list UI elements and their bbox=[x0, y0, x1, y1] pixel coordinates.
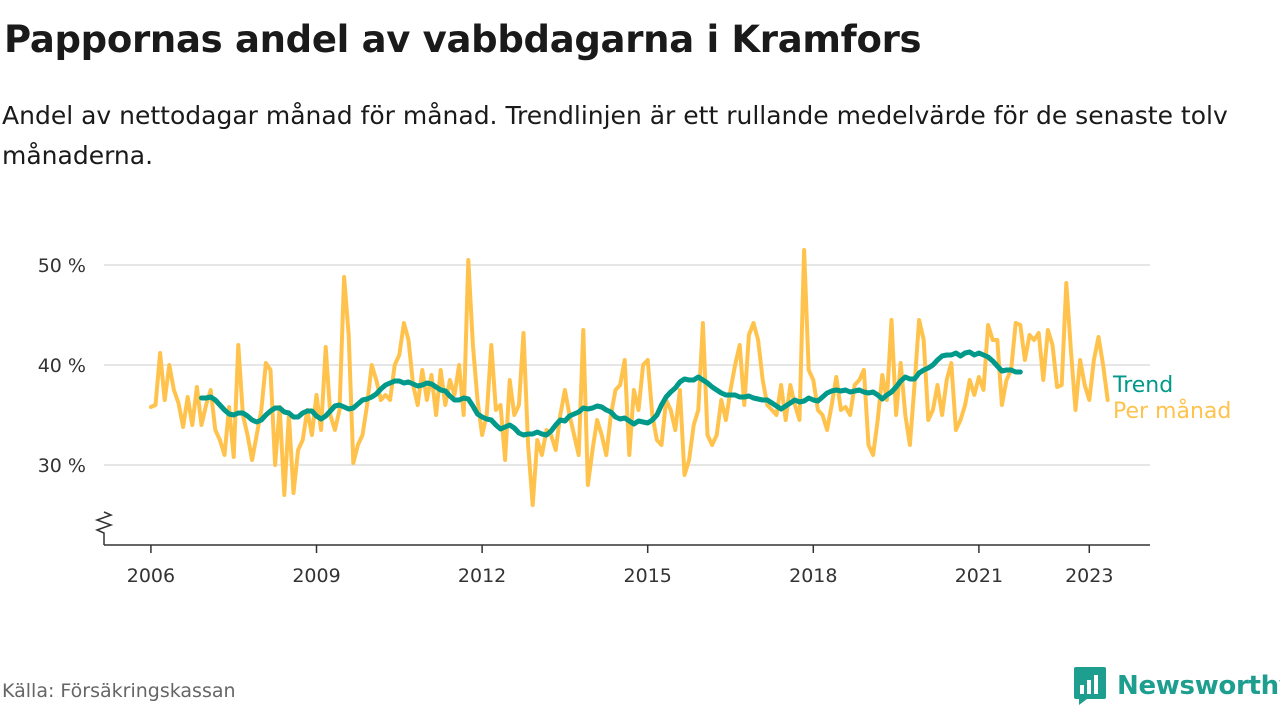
x-tick-label: 2009 bbox=[292, 565, 340, 587]
series-lines bbox=[148, 248, 1110, 507]
x-tick-label: 2012 bbox=[458, 565, 506, 587]
x-tick-label: 2023 bbox=[1065, 565, 1113, 587]
bar-chart-bubble-icon bbox=[1074, 667, 1106, 705]
brand-logo[interactable]: Newsworthy bbox=[1073, 666, 1280, 706]
series-line-per-manad bbox=[148, 248, 1110, 507]
legend-label-trend: Trend bbox=[1112, 373, 1173, 398]
y-tick-label: 40 % bbox=[38, 355, 86, 377]
axes: 30 % 40 % 50 % 2006 2009 2012 2015 2018 2021 2023 bbox=[38, 255, 1150, 587]
series-line-trend bbox=[199, 349, 1023, 438]
legend-label-per-manad: Per månad bbox=[1113, 398, 1231, 424]
x-tick-label: 2021 bbox=[955, 565, 1003, 587]
zigzag-axis-break-icon bbox=[94, 511, 114, 545]
y-tick-label: 30 % bbox=[38, 455, 86, 477]
x-tick-label: 2018 bbox=[789, 565, 837, 587]
y-tick-label: 50 % bbox=[38, 255, 86, 277]
grid-lines bbox=[104, 264, 1150, 466]
brand-name: Newsworthy bbox=[1117, 671, 1280, 701]
x-tick-label: 2015 bbox=[624, 565, 672, 587]
x-tick-label: 2006 bbox=[127, 565, 175, 587]
chart-subtitle: Andel av nettodagar månad för månad. Tre… bbox=[2, 101, 1228, 170]
chart-title: Pappornas andel av vabbdagarna i Kramfor… bbox=[4, 18, 922, 61]
source-note: Källa: Försäkringskassan bbox=[2, 680, 236, 702]
